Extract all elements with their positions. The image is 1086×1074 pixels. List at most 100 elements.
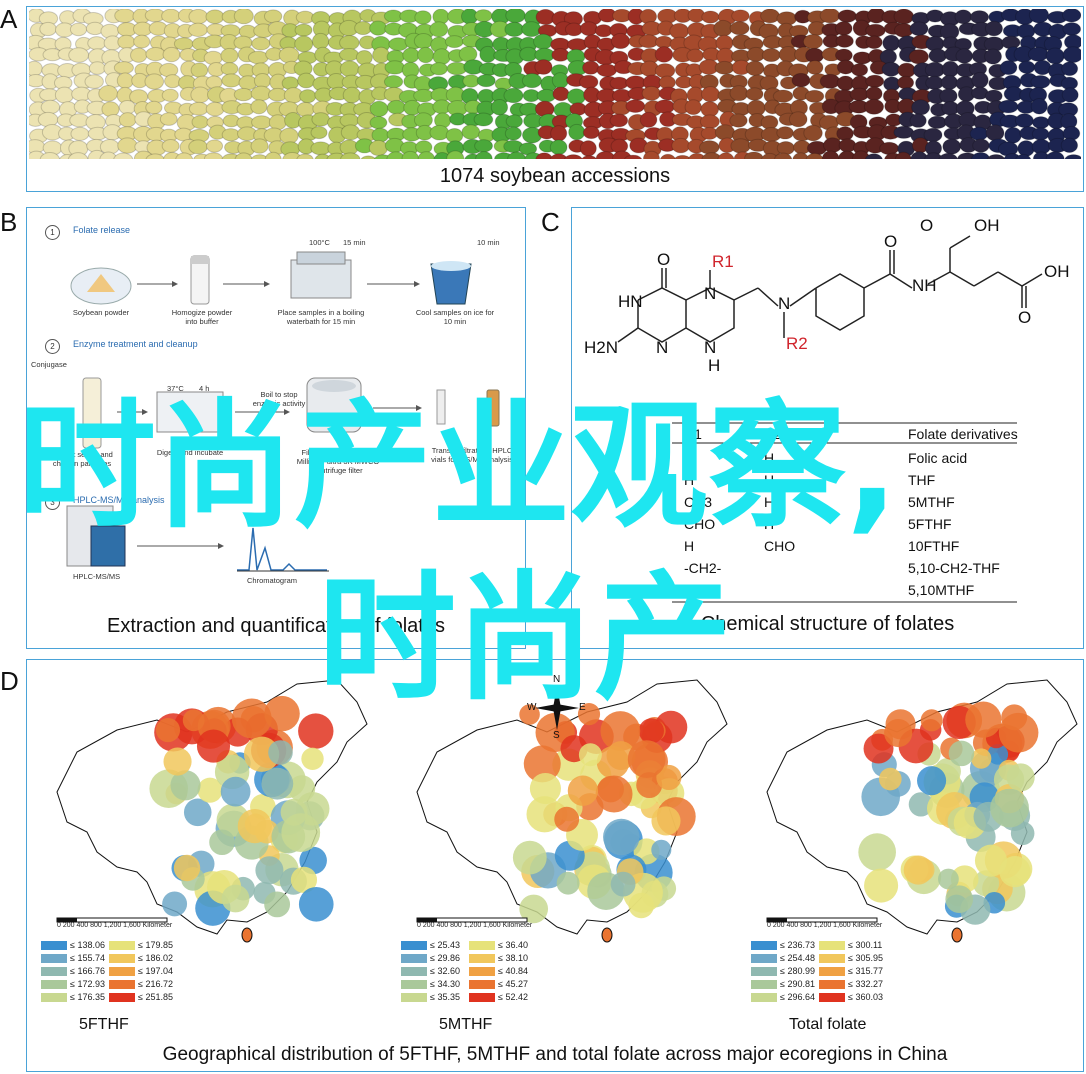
bean xyxy=(87,36,107,51)
table-row-6-col-1: -CH2- xyxy=(684,560,722,576)
legend-swatch xyxy=(819,993,845,1003)
bean xyxy=(264,151,282,159)
bean xyxy=(924,152,943,159)
bean xyxy=(865,86,883,101)
panel-b: 1 Folate release 100°C 15 min 10 min So xyxy=(26,207,526,649)
legend-swatch xyxy=(751,954,777,964)
map-patch xyxy=(600,711,641,751)
legend-item: ≤ 25.43 xyxy=(401,940,460,951)
legend-swatch xyxy=(41,993,67,1003)
compass-s: S xyxy=(553,730,560,741)
map-3 xyxy=(766,679,1078,943)
legend-swatch xyxy=(41,941,67,951)
folate-structure-diagram xyxy=(617,235,1043,603)
step-3-number: 3 xyxy=(45,495,60,510)
bean xyxy=(446,150,465,159)
bean xyxy=(175,152,194,159)
bean xyxy=(39,152,61,159)
bean xyxy=(371,127,390,143)
legend-value: ≤ 32.60 xyxy=(430,966,460,976)
legend-map-2: ≤ 25.43 ≤ 29.86 ≤ 32.60 ≤ 34.30 ≤ 35.35 ≤ 36.… xyxy=(401,940,541,1010)
bean xyxy=(684,99,703,116)
bean xyxy=(1045,47,1065,65)
map-patch xyxy=(237,808,272,844)
table-row-6-col-3: 5,10-CH2-THF xyxy=(908,560,1000,576)
map-patch xyxy=(290,866,318,893)
bean xyxy=(549,139,568,156)
bean xyxy=(579,74,599,90)
legend-value: ≤ 35.35 xyxy=(430,992,460,1002)
bean xyxy=(504,126,522,141)
bean xyxy=(118,112,137,128)
bean xyxy=(250,138,269,154)
map-patch xyxy=(162,891,188,917)
bean xyxy=(1064,154,1081,159)
bean xyxy=(911,99,931,116)
table-row-4-col-3: 5FTHF xyxy=(908,516,952,532)
bean xyxy=(717,152,735,159)
bean xyxy=(340,152,361,159)
bean xyxy=(909,113,927,128)
bean xyxy=(113,61,134,75)
step-1-item-3: Place samples in a boiling waterbath for… xyxy=(277,308,365,326)
bean xyxy=(940,74,959,91)
bean xyxy=(504,21,525,37)
bean xyxy=(369,115,388,130)
map-patch xyxy=(512,840,547,875)
bean xyxy=(99,151,118,159)
bean xyxy=(503,87,524,104)
bean xyxy=(54,86,74,104)
bean xyxy=(1062,22,1081,36)
bean xyxy=(671,137,691,154)
panel-d-letter: D xyxy=(0,666,19,696)
panel-b-letter: B xyxy=(0,207,18,237)
bean xyxy=(836,126,854,141)
bean xyxy=(203,152,224,159)
bean xyxy=(310,126,328,140)
map-patch xyxy=(999,856,1031,888)
bean xyxy=(731,9,750,23)
bean xyxy=(1061,87,1079,103)
map-patch xyxy=(264,891,291,918)
bean xyxy=(549,153,568,159)
bean xyxy=(834,21,853,36)
bean xyxy=(162,46,181,63)
atom-nh-1: NH xyxy=(912,276,937,295)
legend-item: ≤ 40.84 xyxy=(469,966,528,977)
table-row-7-col-3: 5,10MTHF xyxy=(908,582,975,598)
legend-item: ≤ 179.85 xyxy=(109,940,173,951)
atom-n-1: N xyxy=(704,284,717,303)
scale-labels-2: 0 200 400 800 1,200 1,600 Kilometer xyxy=(417,922,533,929)
map-patch xyxy=(519,704,540,725)
bean xyxy=(268,114,287,131)
legend-value: ≤ 315.77 xyxy=(848,966,883,976)
bean xyxy=(118,100,136,115)
bean xyxy=(893,9,915,25)
bean xyxy=(879,141,900,156)
atom-h2n: H2N xyxy=(584,338,619,357)
bean xyxy=(1061,61,1079,77)
bean xyxy=(773,152,793,159)
legend-swatch xyxy=(401,954,427,964)
bean xyxy=(311,32,330,50)
panel-a: 1074 soybean accessions xyxy=(26,6,1084,192)
map-patch xyxy=(526,796,563,833)
step-2-item-1: Conjugase xyxy=(31,360,67,369)
table-row-1-col-3: Folic acid xyxy=(908,450,968,466)
bean xyxy=(564,22,583,37)
bean xyxy=(986,153,1006,159)
legend-item: ≤ 305.95 xyxy=(819,953,883,964)
bean xyxy=(250,154,269,159)
bean xyxy=(1061,9,1081,23)
label-15-min: 15 min xyxy=(343,238,366,247)
legend-item: ≤ 36.40 xyxy=(469,940,528,951)
map-patch xyxy=(163,747,192,776)
atom-o-3: O xyxy=(1018,308,1032,327)
legend-value: ≤ 254.48 xyxy=(780,953,815,963)
legend-item: ≤ 29.86 xyxy=(401,953,460,964)
legend-item: ≤ 197.04 xyxy=(109,966,173,977)
bean xyxy=(145,153,165,159)
map-patch xyxy=(209,829,235,856)
bean xyxy=(894,151,912,159)
bean xyxy=(550,125,568,142)
